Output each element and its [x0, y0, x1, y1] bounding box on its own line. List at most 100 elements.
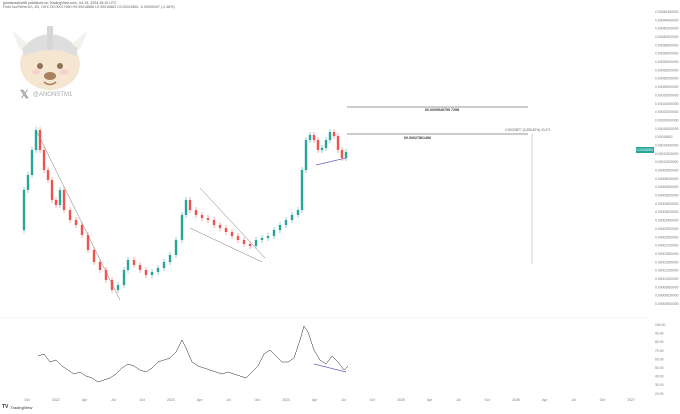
time-tick: Apr	[427, 398, 433, 402]
candle-body	[248, 244, 252, 246]
symbol-ohlc: Floki Inu/TetherUS, 4D, OKX O0.00017960 …	[3, 5, 175, 10]
viking-dog-logo	[12, 26, 88, 90]
time-tick: Apr	[82, 398, 88, 402]
price-tick: 0.00001500000	[655, 260, 679, 264]
candle-body	[68, 210, 72, 220]
price-tick: 0.00020000000	[655, 118, 679, 122]
price-tick: 0.00002500000	[655, 235, 679, 239]
trend-line	[189, 227, 263, 263]
candle-body	[300, 170, 304, 210]
rsi-tick: 80.00	[655, 340, 664, 344]
time-tick: Apr	[542, 398, 548, 402]
candle-body	[144, 270, 148, 275]
candle-body	[26, 175, 30, 190]
rsi-tick: 40.00	[655, 375, 664, 379]
candle-body	[336, 136, 340, 150]
candle-body	[332, 132, 336, 136]
trend-line	[35, 129, 121, 301]
target-mid-label: 60.00027861496	[404, 136, 431, 140]
price-tick: 0.00026000000	[655, 93, 679, 97]
time-tick: 2025	[397, 398, 405, 402]
candle-body	[200, 215, 204, 218]
price-tick: 0.00001000000	[655, 277, 679, 281]
candle-body	[312, 135, 316, 140]
price-tick: 0.00030000000	[655, 77, 679, 81]
candle-body	[316, 140, 320, 150]
price-tick: 0.00001250000	[655, 269, 679, 273]
price-tick: 0.00014000000	[655, 143, 679, 147]
price-tick: 0.00006500000	[655, 185, 679, 189]
price-tick: 0.00024000000	[655, 102, 679, 106]
candle-body	[266, 236, 270, 238]
price-tick: 0.00040000000	[655, 35, 679, 39]
price-tick: 0.00046450000	[655, 10, 679, 14]
candle-body	[42, 150, 46, 170]
price-tick: 0.00003400000	[655, 219, 679, 223]
time-tick: Apr	[312, 398, 318, 402]
rsi-pane	[37, 325, 349, 383]
candle-body	[340, 150, 344, 158]
tradingview-logo: TV TradingView	[2, 404, 32, 410]
price-tick: 0.00001800000	[655, 252, 679, 256]
time-tick: Jul	[456, 398, 461, 402]
price-tick: 0.00004800000	[655, 202, 679, 206]
time-tick: Apr	[197, 398, 203, 402]
time-tick: 2027	[627, 398, 635, 402]
time-tick: Jul	[111, 398, 116, 402]
candle-body	[62, 190, 66, 210]
candle-body	[162, 262, 166, 268]
price-tick: 0.00028000000	[655, 85, 679, 89]
time-tick: Oct	[139, 398, 144, 402]
candle-body	[180, 215, 184, 240]
candle-body	[344, 152, 348, 158]
price-axis: 0.00046450000 0.00044000000 0.00042000000 0…	[655, 10, 679, 306]
candle-body	[92, 250, 96, 262]
price-tick: 0.00012500000	[655, 152, 679, 156]
candle-body	[46, 170, 50, 180]
candle-body	[194, 210, 198, 215]
candle-body	[150, 272, 154, 275]
publish-title: jannisnashia96 published on TradingView.…	[3, 1, 117, 5]
time-tick: Jul	[571, 398, 576, 402]
time-axis: Oct 2022 Apr Jul Oct 2023 Apr Jul Oct 2024 Apr Jul O…	[24, 398, 635, 402]
candle-body	[132, 260, 136, 265]
price-tick: 0.00000500000	[655, 302, 679, 306]
candle-body	[254, 240, 258, 246]
rsi-tick: 20.00	[655, 392, 664, 396]
candle-body	[284, 220, 288, 225]
candle-body	[80, 225, 84, 235]
measure-label: 0.00020877 (2,695.82%) 20,471	[505, 128, 551, 132]
last-price-tag: 0.00016851	[636, 147, 654, 153]
price-tick: 0.00036000000	[655, 52, 679, 56]
candle-body	[230, 232, 234, 236]
rsi-line	[37, 325, 349, 383]
time-tick: Oct	[370, 398, 375, 402]
candle-body	[308, 135, 312, 140]
price-tick: 0.00016851	[655, 135, 673, 139]
candle-body	[116, 285, 120, 290]
candle-body	[304, 140, 308, 170]
candle-body	[212, 220, 216, 225]
candle-body	[242, 240, 246, 244]
price-tick: 0.00022000000	[655, 110, 679, 114]
time-tick: Oct	[254, 398, 259, 402]
target-top-label: 60.0009549799 7298	[425, 108, 459, 112]
candle-body	[224, 228, 228, 232]
candle-body	[184, 200, 188, 215]
author-handle: 𝕏 @ANONSTM1	[20, 88, 72, 101]
candle-body	[126, 260, 130, 270]
candle-body	[188, 200, 192, 210]
time-tick: 2024	[282, 398, 290, 402]
candle-body	[104, 270, 108, 280]
price-tick: 0.00044000000	[655, 18, 679, 22]
rsi-tick: 70.00	[655, 349, 664, 353]
candle-body	[290, 215, 294, 220]
trend-line	[199, 187, 266, 259]
candle-body	[58, 190, 62, 205]
price-tick: 0.00002100000	[655, 244, 679, 248]
candle-body	[236, 236, 240, 240]
price-tick: 0.00008000000	[655, 177, 679, 181]
time-tick: 2022	[52, 398, 60, 402]
